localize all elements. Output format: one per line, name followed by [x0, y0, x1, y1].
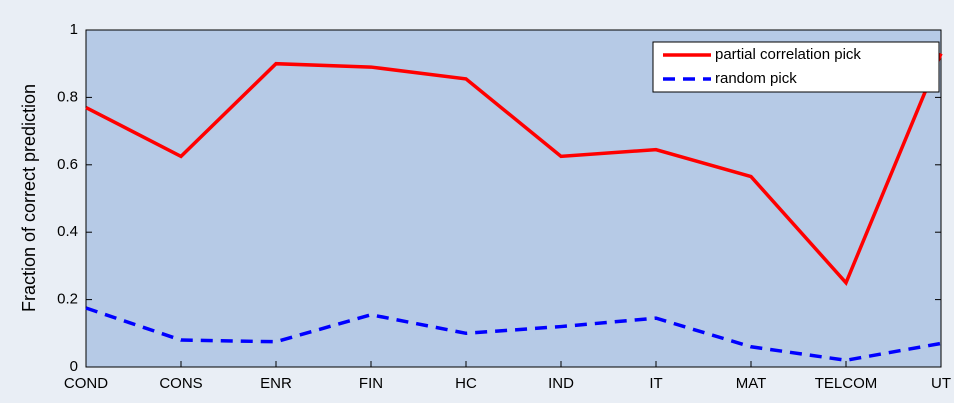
- x-tick-label: ENR: [260, 375, 292, 392]
- y-tick-label: 0.4: [57, 223, 78, 240]
- series-line: [85, 306, 942, 363]
- y-tick-label: 0.2: [57, 291, 78, 308]
- legend-label: random pick: [715, 70, 797, 87]
- x-tick-label: HC: [455, 375, 477, 392]
- y-tick-label: 0.6: [57, 156, 78, 173]
- x-tick-label: IND: [548, 375, 574, 392]
- x-tick-label: COND: [64, 375, 108, 392]
- x-tick-label: IT: [649, 375, 662, 392]
- legend-box: [652, 41, 940, 93]
- y-tick-label: 0: [70, 358, 78, 375]
- y-tick-label: 1: [70, 21, 78, 38]
- x-tick-label: FIN: [359, 375, 383, 392]
- x-tick-label: UT: [931, 375, 951, 392]
- x-tick-label: CONS: [159, 375, 202, 392]
- series-line: [85, 52, 943, 286]
- x-tick-label: TELCOM: [815, 375, 878, 392]
- y-axis-label: Fraction of correct prediction: [19, 84, 39, 312]
- legend-label: partial correlation pick: [715, 46, 861, 63]
- x-tick-label: MAT: [736, 375, 767, 392]
- y-tick-label: 0.8: [57, 88, 78, 105]
